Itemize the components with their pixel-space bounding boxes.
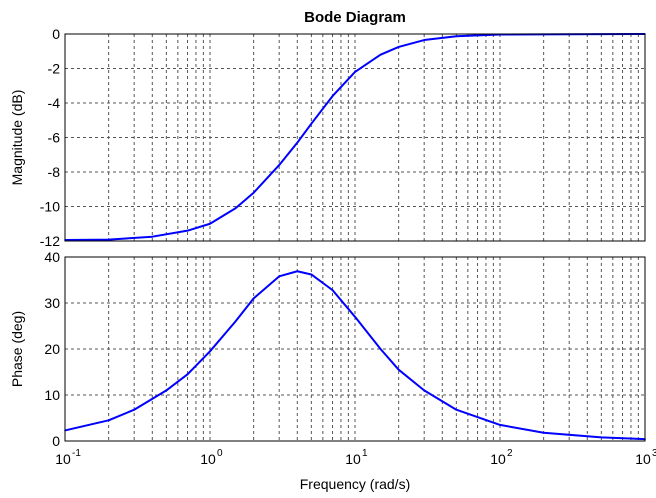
y-tick-label: -8	[48, 164, 61, 180]
data-point	[186, 229, 189, 232]
data-point	[278, 164, 280, 166]
x-tick-exponent: -1	[72, 448, 81, 459]
y-tick-label: 0	[52, 433, 60, 449]
magnitude-line	[64, 33, 646, 241]
data-point	[186, 373, 189, 376]
x-tick-exponent: 3	[652, 448, 656, 459]
data-point	[296, 270, 299, 273]
data-point	[107, 238, 110, 241]
x-tick-label: 10 2	[490, 448, 513, 467]
phase-axes-frame	[64, 256, 646, 442]
y-tick-label: -2	[48, 61, 61, 77]
data-point	[542, 431, 545, 434]
y-tick-label: -4	[48, 95, 61, 111]
y-tick-label: 30	[44, 295, 60, 311]
y-tick-label: 10	[44, 387, 60, 403]
data-point	[107, 419, 110, 422]
x-tick-base: 10	[55, 451, 71, 467]
data-point	[331, 289, 334, 291]
x-tick-label: 10 -1	[55, 448, 81, 467]
data-point	[252, 191, 255, 194]
data-point	[455, 35, 458, 38]
data-point	[209, 222, 211, 225]
data-point	[209, 350, 211, 353]
x-tick-label: 10 1	[345, 448, 368, 467]
phase-y-axis-label: Phase (deg)	[9, 311, 25, 387]
data-point	[165, 389, 168, 392]
data-point	[278, 275, 280, 278]
x-tick-labels: 10 -1 10 0 10 1 10 2 10 3	[55, 448, 656, 467]
phase-y-tick-labels: 40 30 20 10 0	[44, 249, 60, 449]
y-tick-label: 40	[44, 249, 60, 265]
y-tick-label: 0	[52, 26, 60, 42]
y-tick-label: -12	[40, 233, 60, 249]
magnitude-panel: 0 -2 -4 -6 -8 -10 -12 Magnitude (dB)	[9, 26, 646, 249]
data-point	[379, 348, 382, 350]
x-tick-base: 10	[490, 451, 506, 467]
data-point	[331, 95, 334, 97]
x-tick-label: 10 3	[635, 448, 656, 467]
data-point	[133, 408, 135, 411]
data-point	[499, 424, 501, 426]
data-point	[354, 316, 356, 318]
x-tick-exponent: 0	[217, 448, 223, 459]
data-point	[379, 53, 382, 56]
y-tick-label: -10	[40, 199, 60, 215]
x-tick-base: 10	[635, 451, 651, 467]
data-point	[252, 297, 255, 300]
x-tick-label: 10 0	[200, 448, 223, 467]
phase-panel: 40 30 20 10 0 Phase (deg)	[9, 249, 646, 449]
magnitude-y-axis-label: Magnitude (dB)	[9, 90, 25, 186]
magnitude-y-tick-labels: 0 -2 -4 -6 -8 -10 -12	[40, 26, 60, 249]
x-tick-exponent: 2	[507, 448, 513, 459]
data-point	[423, 389, 425, 392]
data-point	[354, 71, 356, 73]
chart-title: Bode Diagram	[304, 9, 406, 26]
data-point	[455, 408, 458, 411]
y-tick-label: -6	[48, 130, 61, 146]
x-tick-exponent: 1	[362, 448, 368, 459]
magnitude-grid	[65, 34, 645, 241]
magnitude-axes-frame	[64, 33, 646, 242]
y-tick-label: 20	[44, 341, 60, 357]
x-tick-base: 10	[345, 451, 361, 467]
data-point	[151, 235, 154, 238]
x-axis-label: Frequency (rad/s)	[300, 476, 410, 492]
data-point	[310, 273, 313, 276]
data-point	[310, 122, 313, 125]
data-point	[397, 46, 400, 48]
data-point	[423, 39, 425, 41]
data-point	[234, 207, 237, 210]
phase-grid	[65, 257, 645, 441]
data-point	[600, 436, 603, 439]
data-point	[234, 320, 237, 323]
x-tick-base: 10	[200, 451, 216, 467]
data-point	[397, 368, 400, 371]
response-curve	[64, 33, 646, 241]
data-point	[296, 141, 299, 144]
